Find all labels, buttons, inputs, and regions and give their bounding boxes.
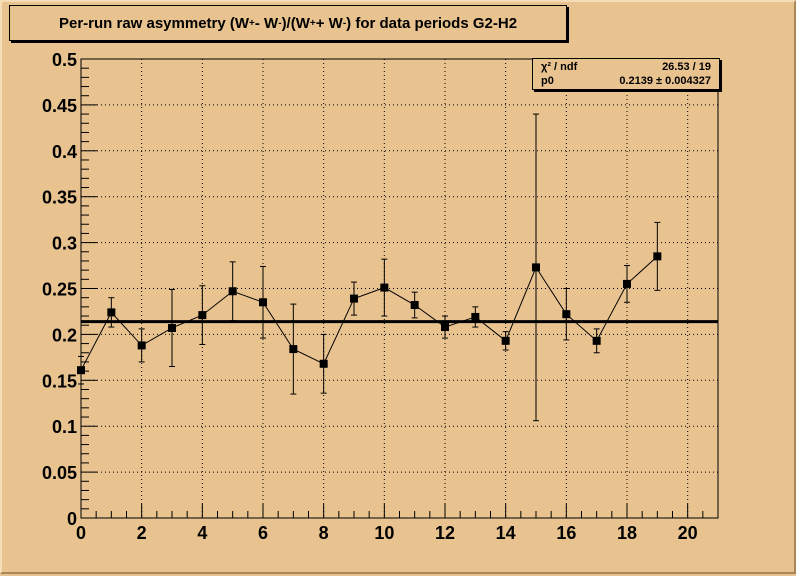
- y-tick-label: 0.2: [52, 325, 77, 345]
- stats-row-chi2: χ² / ndf 26.53 / 19: [541, 60, 711, 74]
- stats-box: χ² / ndf 26.53 / 19 p0 0.2139 ± 0.004327: [532, 58, 720, 90]
- x-tick-label: 14: [496, 523, 516, 543]
- title-suffix: ) for data periods G2-H2: [346, 14, 518, 32]
- data-point: [532, 263, 540, 272]
- data-point: [471, 312, 480, 321]
- title-mid-3: + W: [315, 14, 343, 32]
- axes: 0 2 4 6 8 10 12 14 16 18 20 0 0.05 0.1 0.15 0.2 0.25 0.3 0…: [42, 50, 719, 543]
- stats-row-p0: p0 0.2139 ± 0.004327: [541, 74, 711, 88]
- x-tick-label: 0: [76, 523, 86, 543]
- data-point: [259, 298, 267, 307]
- x-tick-label: 10: [374, 523, 394, 543]
- data-point: [319, 359, 328, 368]
- data-point: [410, 301, 419, 310]
- title-sup-2: -: [278, 17, 282, 29]
- chart-title: Per-run raw asymmetry (W + - W -)/(W + + W-…: [9, 5, 567, 41]
- data-point: [107, 308, 116, 317]
- y-tick-label: 0.25: [42, 280, 77, 300]
- x-tick-label: 18: [617, 523, 637, 543]
- data-point: [289, 345, 298, 354]
- x-tick-label: 6: [258, 523, 268, 543]
- data-point: [623, 279, 631, 288]
- x-tick-label: 4: [197, 523, 207, 543]
- stats-chi2-value: 26.53 / 19: [662, 61, 711, 73]
- x-tick-label: 12: [435, 523, 455, 543]
- title-sup-1: +: [249, 17, 255, 29]
- y-tick-label: 0.15: [42, 371, 77, 391]
- data-point: [77, 366, 85, 375]
- grid: [80, 58, 718, 519]
- title-sup-4: -: [342, 17, 347, 29]
- data-point: [441, 323, 449, 332]
- stats-p0-value: 0.2139 ± 0.004327: [619, 75, 711, 87]
- data-point: [380, 283, 389, 292]
- x-tick-label: 20: [678, 523, 698, 543]
- data-point: [168, 323, 176, 332]
- data-point: [350, 294, 358, 303]
- title-mid-2: )/(W: [281, 14, 310, 32]
- y-tick-label: 0.5: [52, 50, 77, 70]
- data-point: [592, 336, 601, 345]
- title-sup-3: +: [309, 17, 316, 29]
- x-tick-label: 2: [137, 523, 147, 543]
- data-point: [198, 311, 207, 320]
- data-point: [562, 310, 571, 319]
- title-prefix: Per-run raw asymmetry (W: [58, 14, 250, 32]
- stats-p0-label: p0: [541, 75, 554, 87]
- x-tick-label: 8: [319, 523, 329, 543]
- stats-chi2-label: χ² / ndf: [541, 61, 578, 73]
- data-series: [77, 113, 718, 422]
- y-tick-label: 0.3: [52, 234, 77, 254]
- y-tick-label: 0.35: [42, 188, 77, 208]
- data-point: [501, 336, 510, 345]
- data-line: [80, 255, 658, 371]
- data-point: [137, 341, 146, 350]
- title-mid-1: - W: [254, 14, 279, 32]
- data-point: [228, 287, 237, 296]
- data-point: [653, 252, 662, 261]
- plot-frame: [80, 58, 719, 519]
- y-tick-label: 0.4: [52, 142, 77, 162]
- y-tick-label: 0.1: [52, 417, 77, 437]
- x-tick-label: 16: [556, 523, 576, 543]
- y-tick-label: 0.45: [42, 96, 77, 116]
- y-tick-label: 0: [67, 509, 77, 529]
- y-tick-label: 0.05: [42, 463, 77, 483]
